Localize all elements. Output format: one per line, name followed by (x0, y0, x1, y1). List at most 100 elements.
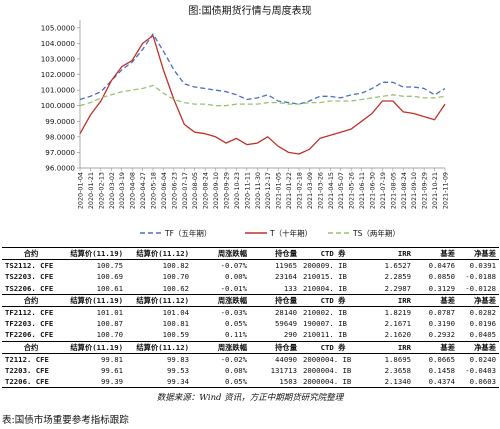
x-tick-label: 2021-01-05 (275, 172, 283, 209)
table-cell: 0.1458 (428, 366, 455, 376)
table-cell: 0.3190 (428, 319, 455, 329)
column-header: IRR (366, 246, 414, 261)
table-cell: 101.04 (162, 308, 189, 318)
table-cell: 0.0476 (428, 261, 455, 271)
table-cell: 99.39 (60, 376, 126, 389)
column-header: 持仓量 (250, 293, 300, 308)
column-header: 周涨跌幅 (192, 246, 250, 261)
table-cell: TF2112. CFE (5, 308, 54, 318)
table-cell: TS2112. CFE (5, 261, 54, 271)
table-cell: 131713 (270, 366, 297, 376)
column-header: 合约 (2, 340, 60, 354)
x-tick-label: 2021-03-26 (316, 172, 324, 209)
table-cell: 0.00% (225, 272, 247, 282)
column-header: 周涨跌幅 (192, 293, 250, 308)
table-cell: 2.1620 (384, 330, 411, 340)
column-header: 结算价(11.19) (60, 246, 126, 261)
y-tick-label: 102.0000 (41, 70, 76, 79)
table-cell: 1.6527 (384, 261, 411, 271)
column-header: CTD 券 (300, 340, 366, 354)
x-tick-label: 2021-10-21 (431, 172, 439, 209)
x-tick-label: 2020-04-27 (139, 172, 147, 209)
table-cell: -0.07% (220, 261, 247, 271)
x-tick-label: 2020-03-19 (118, 172, 126, 209)
x-tick-label: 2021-01-22 (285, 172, 293, 209)
x-tick-label: 2021-06-11 (358, 172, 366, 209)
table-cell: 133 (283, 283, 297, 293)
column-header: 合约 (2, 293, 60, 308)
table-cell: 1503 (250, 376, 300, 389)
y-tick-label: 99.0000 (45, 117, 75, 126)
table-row: TF2112. CFE 101.01 101.04 -0.03% 28140 210002… (2, 307, 499, 319)
table-row: TS2206. CFE 100.61 100.62 -0.01% 133 210004. … (2, 283, 499, 295)
table-cell: 99.34 (126, 376, 192, 389)
column-header: 持仓量 (250, 340, 300, 354)
x-tick-label: 2020-08-24 (202, 172, 210, 209)
legend-label: TS（两年期） (352, 228, 400, 238)
y-tick-label: 98.0000 (45, 132, 75, 141)
table-cell: 1.8695 (384, 354, 411, 364)
table-cell: 100.70 (162, 272, 189, 282)
x-tick-label: 2020-06-23 (170, 172, 178, 209)
table-caption: 表:国债市场重要参考指标跟踪 (2, 415, 129, 426)
chart-title: 图:国债期货行情与周度表现 (188, 6, 312, 17)
table-cell: 2.1671 (384, 319, 411, 329)
column-header: CTD 券 (300, 293, 366, 308)
column-header: IRR (366, 293, 414, 308)
x-tick-label: 2021-06-30 (369, 172, 377, 209)
table-cell: 59649 (275, 319, 297, 329)
table-cell: 210004. IB (303, 283, 347, 293)
table-row: TF2206. CFE 100.70 100.59 0.11% 290 210011. I… (2, 329, 499, 341)
y-tick-label: 100.0000 (41, 101, 76, 110)
x-tick-label: 2021-07-19 (379, 172, 387, 209)
table-cell: 210002. IB (303, 308, 347, 318)
column-header: 结算价(11.19) (60, 340, 126, 354)
x-tick-label: 2020-01-04 (77, 172, 85, 209)
x-tick-label: 2020-09-10 (212, 172, 220, 209)
table-cell: 99.81 (101, 354, 123, 364)
table-cell: TF2206. CFE (5, 330, 54, 340)
table-cell: 0.11% (225, 330, 247, 340)
x-tick-label: 2020-11-30 (254, 172, 262, 209)
y-tick-label: 96.0000 (45, 164, 75, 173)
table-cell: 100.82 (162, 261, 189, 271)
table-cell: 2000004. IB (303, 354, 352, 364)
table-cell: 100.75 (96, 261, 123, 271)
x-tick-label: 2021-08-05 (389, 172, 397, 209)
table-cell: TS2206. CFE (5, 283, 54, 293)
y-tick-label: 104.0000 (41, 39, 76, 48)
table-cell: 100.87 (96, 319, 123, 329)
data-source-note: 数据来源：Wind 资讯，方正中期期货研究院整理 (156, 393, 344, 403)
table-row: TS2112. CFE 100.75 100.82 -0.07% 11965 200009… (2, 260, 499, 272)
column-header: 净基差 (458, 293, 499, 308)
table-row: T2112. CFE 99.81 99.83 -0.02% 44090 2000004. … (2, 353, 499, 365)
table-cell: 2000004. IB (303, 366, 352, 376)
x-tick-label: 2021-04-15 (327, 172, 335, 209)
x-tick-label: 2020-03-02 (108, 172, 116, 209)
column-header: 持仓量 (250, 246, 300, 261)
column-header: 结算价(11.12) (126, 293, 192, 308)
x-tick-label: 2020-11-11 (243, 172, 251, 209)
legend-label: T（十年期） (269, 228, 312, 238)
table-cell: 2.3658 (384, 366, 411, 376)
table-header-row: 合约 结算价(11.19) 结算价(11.12) 周涨跌幅 持仓量 CTD 券 IRR 基差净… (2, 293, 499, 308)
x-tick-label: 2021-05-07 (337, 172, 345, 209)
x-tick-label: 2020-08-05 (191, 172, 199, 209)
series-line (79, 33, 446, 105)
x-tick-label: 2021-05-26 (348, 172, 356, 209)
table-cell: 0.05% (225, 319, 247, 329)
column-header: 合约 (2, 246, 60, 261)
table-cell: T2203. CFE (5, 366, 49, 376)
table-cell: 0.2932 (428, 330, 455, 340)
table-cell: 0.4374 (414, 376, 458, 389)
x-tick-label: 2021-02-18 (296, 172, 304, 209)
table-cell: 0.0391 (469, 261, 496, 271)
table-cell: 100.69 (96, 272, 123, 282)
table-cell: 2.1340 (366, 376, 414, 389)
x-tick-label: 2020-01-21 (87, 172, 95, 209)
futures-line-chart: 96.0000 97.0000 98.0000 99.0000 100.0000 101.… (41, 20, 450, 238)
y-tick-label: 105.0000 (41, 23, 76, 32)
table-row: T2206. CFE 99.39 99.34 0.05% 1503 2000004. IB… (2, 376, 499, 389)
table-cell: -0.02% (220, 354, 247, 364)
table-cell: 23164 (275, 272, 297, 282)
